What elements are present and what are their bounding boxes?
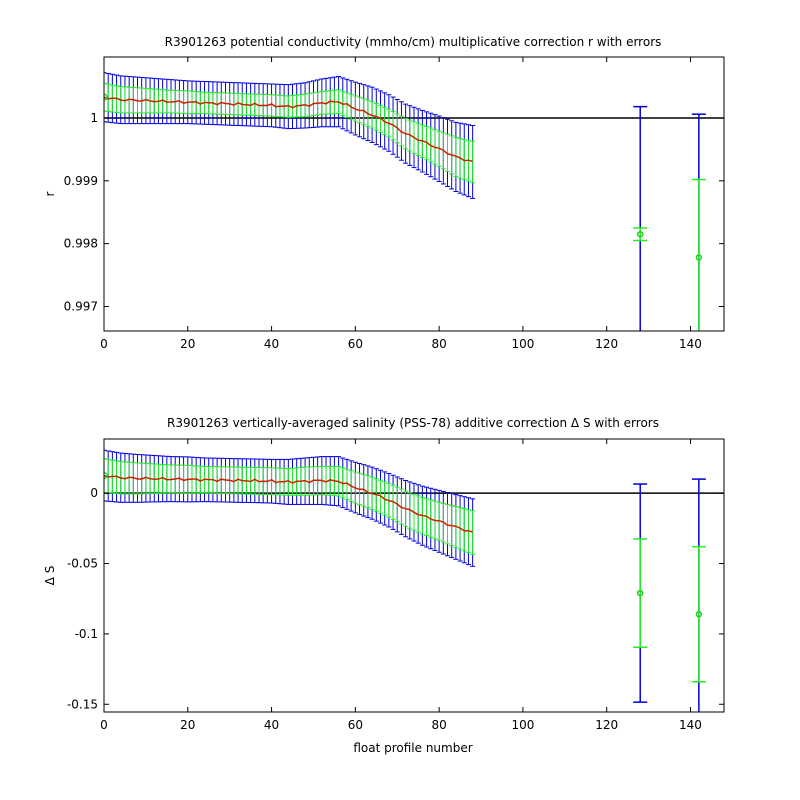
y-tick-label: 1 xyxy=(90,111,98,125)
y-tick-label: -0.1 xyxy=(75,627,98,641)
data-point xyxy=(695,254,703,261)
x-tick-label: 100 xyxy=(511,337,534,351)
y-axis-label: r xyxy=(43,191,57,196)
chart-title: R3901263 potential conductivity (mmho/cm… xyxy=(165,35,662,49)
x-tick-label: 20 xyxy=(180,718,195,732)
data-point xyxy=(695,610,703,618)
fit-line xyxy=(104,474,473,533)
x-tick-label: 60 xyxy=(348,337,363,351)
x-tick-label: 120 xyxy=(595,718,618,732)
plot-frame xyxy=(103,438,725,713)
x-tick-label: 40 xyxy=(264,718,279,732)
x-tick-label: 40 xyxy=(264,337,279,351)
x-tick-label: 0 xyxy=(100,337,108,351)
x-tick-label: 20 xyxy=(180,337,195,351)
x-axis-label: float profile number xyxy=(353,741,472,755)
data-point xyxy=(636,230,644,238)
x-tick-label: 0 xyxy=(100,718,108,732)
x-tick-label: 80 xyxy=(431,718,446,732)
y-tick-label: 0 xyxy=(90,486,98,500)
y-tick-label: 0.998 xyxy=(64,237,98,251)
data-point xyxy=(636,589,644,597)
x-tick-label: 120 xyxy=(595,337,618,351)
plot-area: 0 20 40 60 80 100 120 140 -0.15 -0.1 -0.05 0 xyxy=(67,438,725,732)
fit-line xyxy=(104,96,473,163)
plot-frame xyxy=(103,56,725,332)
plot-contents xyxy=(104,449,724,712)
chart-title: R3901263 vertically-averaged salinity (P… xyxy=(167,416,659,430)
y-tick-label: -0.15 xyxy=(67,697,98,711)
x-tick-label: 100 xyxy=(511,718,534,732)
plot-contents xyxy=(104,72,724,331)
x-tick-label: 140 xyxy=(679,718,702,732)
plot-area: 0 20 40 60 80 100 120 140 0.997 0.998 0.999 1 xyxy=(64,56,725,351)
y-tick-label: 0.997 xyxy=(64,299,98,313)
salinity-correction-panel: R3901263 vertically-averaged salinity (P… xyxy=(43,416,725,755)
x-tick-label: 140 xyxy=(679,337,702,351)
start-marker xyxy=(104,93,108,101)
y-tick-label: 0.999 xyxy=(64,174,98,188)
conductivity-correction-panel: R3901263 potential conductivity (mmho/cm… xyxy=(43,35,725,351)
y-tick-label: -0.05 xyxy=(67,557,98,571)
start-marker xyxy=(104,471,108,480)
x-tick-label: 80 xyxy=(431,337,446,351)
x-tick-label: 60 xyxy=(348,718,363,732)
y-axis-label: Δ S xyxy=(43,566,57,586)
